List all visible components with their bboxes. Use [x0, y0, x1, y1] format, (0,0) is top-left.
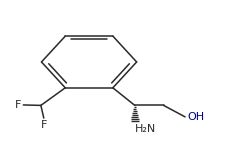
Text: F: F [14, 100, 21, 110]
Text: OH: OH [187, 112, 204, 122]
Text: H₂N: H₂N [135, 124, 157, 134]
Text: F: F [41, 120, 47, 130]
